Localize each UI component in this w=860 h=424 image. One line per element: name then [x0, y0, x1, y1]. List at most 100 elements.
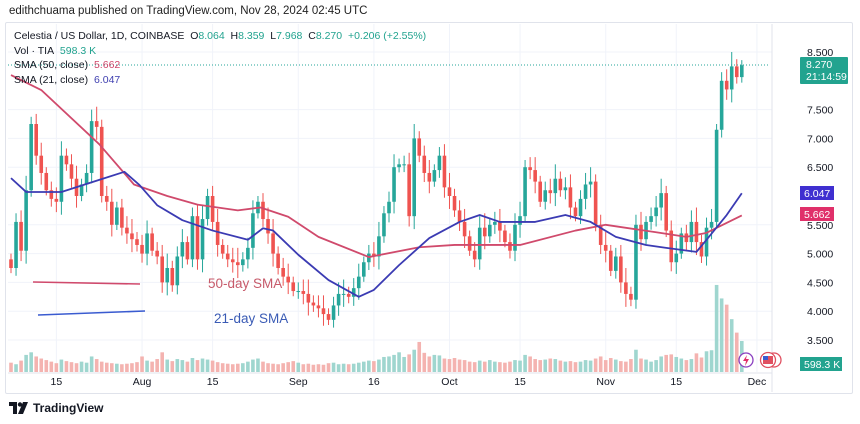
- candle-down: [346, 293, 351, 297]
- candle-down: [44, 172, 49, 191]
- volume-bar: [180, 360, 185, 372]
- volume-bar: [185, 361, 190, 372]
- ohlc-row: Celestia / US Dollar, 1D, COINBASE O8.06…: [14, 29, 426, 44]
- volume-bar: [9, 362, 13, 372]
- sma21-label[interactable]: SMA (21, close): [14, 73, 89, 86]
- volume-bar: [19, 360, 23, 372]
- volume-bar: [64, 361, 69, 372]
- candle-up: [59, 155, 64, 202]
- volume-bar: [160, 352, 164, 372]
- volume-bar: [402, 356, 406, 372]
- volume-bar: [588, 360, 593, 372]
- candle-down: [185, 242, 190, 260]
- candle-up: [553, 178, 558, 194]
- volume-bar: [724, 304, 729, 372]
- volume-bar: [659, 356, 663, 372]
- volume-bar: [372, 361, 376, 372]
- candle-down: [629, 293, 633, 300]
- volume-bar: [553, 359, 558, 372]
- candle-down: [301, 291, 306, 294]
- volume-bar: [256, 358, 260, 372]
- sma21-row: SMA (21, close) 6.047: [14, 73, 426, 88]
- volume-bar: [704, 351, 709, 372]
- candle-down: [286, 276, 290, 283]
- volume-bar: [432, 354, 437, 372]
- volume-bar: [150, 361, 154, 372]
- volume-bar: [306, 363, 311, 372]
- candle-up: [543, 190, 548, 202]
- candle-up: [336, 293, 341, 306]
- volume-bar: [493, 361, 497, 372]
- volume-bar: [583, 360, 588, 372]
- volume-bar: [200, 358, 205, 372]
- volume-label[interactable]: Vol · TIA: [14, 44, 55, 57]
- volume-bar: [664, 354, 668, 372]
- volume-bar: [301, 364, 306, 372]
- volume-bar: [190, 358, 195, 372]
- candle-up: [382, 213, 386, 237]
- volume-bar: [719, 298, 724, 372]
- volume-bar: [513, 360, 517, 372]
- lightning-event-icon[interactable]: [738, 352, 754, 368]
- candle-down: [734, 66, 739, 78]
- publisher-line: edithchuama published on TradingView.com…: [9, 5, 368, 17]
- volume-bar: [462, 360, 467, 372]
- candle-up: [175, 256, 180, 286]
- volume-bar: [140, 356, 144, 372]
- symbol-title[interactable]: Celestia / US Dollar, 1D, COINBASE: [14, 30, 185, 42]
- candle-up: [674, 253, 679, 263]
- candle-down: [482, 227, 487, 237]
- candle-up: [246, 247, 250, 260]
- volume-bar: [59, 359, 64, 372]
- candle-up: [679, 233, 684, 254]
- candle-up: [649, 216, 653, 222]
- volume-bar: [427, 356, 432, 372]
- us-flag-event-icon[interactable]: [759, 351, 782, 369]
- candle-down: [498, 221, 502, 231]
- volume-bar: [442, 358, 447, 372]
- candle-down: [195, 216, 200, 260]
- candle-up: [729, 66, 734, 90]
- volume-bar: [266, 363, 270, 372]
- candle-down: [724, 80, 729, 90]
- candle-down: [593, 181, 598, 225]
- volume-bar: [104, 362, 109, 372]
- candle-down: [573, 207, 578, 217]
- candle-up: [362, 262, 366, 277]
- volume-bar: [351, 363, 356, 372]
- volume-bar: [699, 357, 704, 372]
- candle-up: [659, 193, 663, 208]
- volume-bar: [261, 361, 265, 372]
- volume-bar: [694, 353, 699, 372]
- volume-bar: [482, 361, 487, 372]
- volume-bar: [205, 359, 210, 372]
- volume-bar: [674, 356, 679, 372]
- candle-down: [236, 262, 240, 266]
- footer-brand[interactable]: TradingView: [33, 401, 104, 415]
- volume-bar: [608, 358, 613, 372]
- volume-bar: [729, 319, 734, 372]
- candle-up: [205, 196, 210, 220]
- volume-bar: [619, 361, 623, 372]
- candle-down: [34, 124, 38, 156]
- open-label: O: [190, 30, 199, 42]
- high-value: 8.359: [238, 30, 265, 42]
- candle-down: [608, 250, 613, 271]
- volume-bar: [477, 360, 482, 372]
- candle-down: [261, 201, 265, 220]
- volume-bar: [326, 363, 331, 372]
- volume-bar: [165, 359, 170, 372]
- volume-bar: [24, 354, 28, 372]
- candle-up: [84, 172, 89, 185]
- volume-bar: [336, 364, 341, 372]
- candle-down: [624, 282, 628, 294]
- date-tick-label: 16: [368, 376, 380, 388]
- candle-up: [24, 190, 28, 251]
- high-label: H: [230, 30, 239, 42]
- candle-up: [29, 124, 33, 191]
- candle-up: [190, 216, 195, 260]
- candle-down: [462, 221, 467, 237]
- sma-lines: [10, 74, 743, 298]
- sma50-label[interactable]: SMA (50, close): [14, 59, 89, 71]
